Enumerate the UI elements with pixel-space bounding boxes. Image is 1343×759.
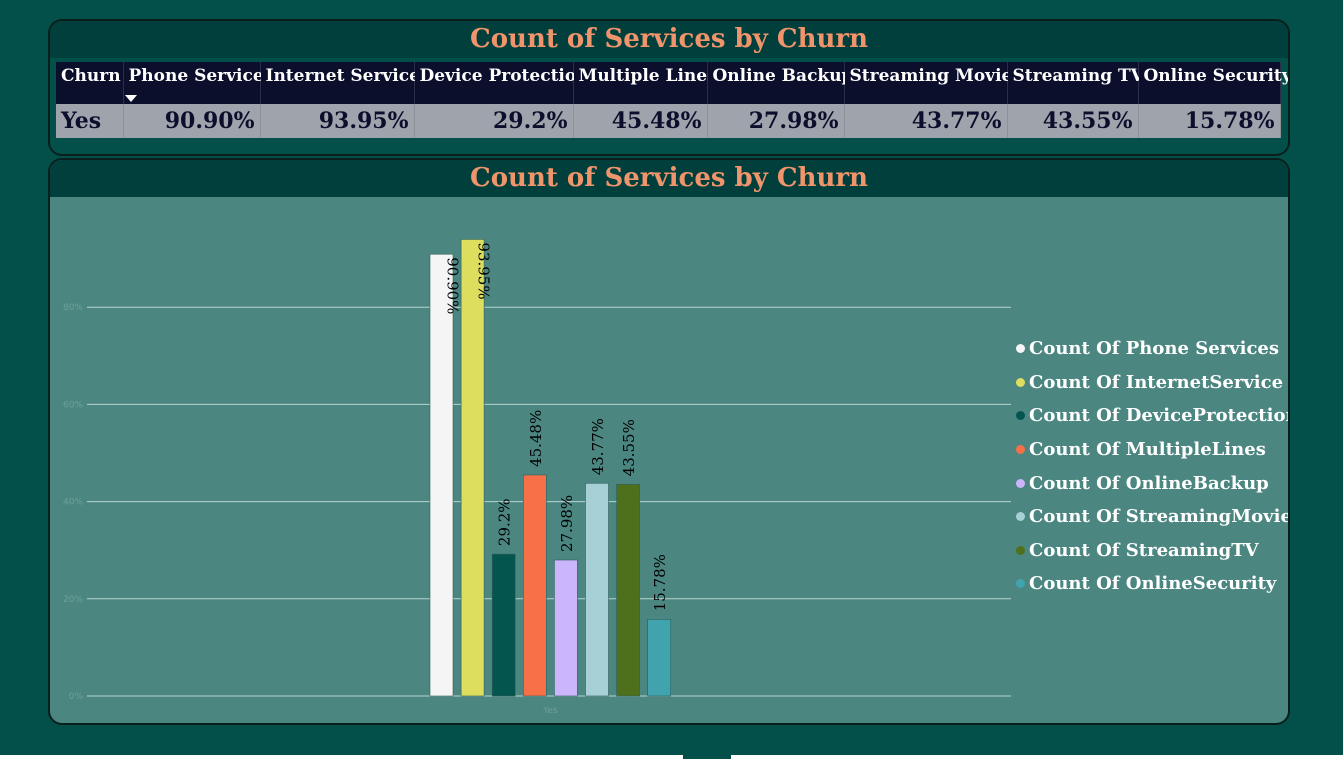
legend-label: Count Of StreamingMovies [1029, 506, 1290, 528]
bar [616, 484, 640, 697]
legend-item[interactable]: Count Of OnlineSecurity [1016, 567, 1286, 601]
sort-down-icon[interactable] [124, 95, 137, 102]
header-label: Phone Services [128, 66, 274, 86]
legend-dot-icon [1016, 377, 1025, 387]
data-label: 29.2% [496, 498, 514, 546]
legend-dot-icon [1016, 411, 1025, 421]
legend-item[interactable]: Count Of Phone Services [1016, 332, 1286, 366]
bar [585, 482, 609, 697]
bar [554, 559, 578, 697]
legend-item[interactable]: Count Of OnlineBackup [1016, 466, 1286, 500]
legend-item[interactable]: Count Of MultipleLines [1016, 433, 1286, 467]
services-bar-chart: 0% 20% 40% 60% 80% 90.90% 93.95% 29.2% 45.48% 27.… [63, 239, 1011, 716]
table-panel-title: Count of Services by Churn [50, 21, 1288, 58]
cell-multiple-lines: 45.48% [573, 104, 708, 138]
sheet-tab-strip[interactable] [0, 755, 1343, 759]
legend-label: Count Of OnlineSecurity [1029, 573, 1277, 595]
services-chart-panel: Count of Services by Churn 0% 20% 40% 60% 80… [48, 158, 1290, 725]
legend-label: Count Of StreamingTV [1029, 539, 1259, 561]
bar [429, 253, 454, 697]
legend-item[interactable]: Count Of DeviceProtection [1016, 399, 1288, 433]
services-table: Churn Phone Services Internet Services D… [56, 62, 1288, 138]
bar [647, 619, 672, 697]
legend-item[interactable]: Count Of InternetService [1016, 366, 1286, 400]
cell-phone-services: 90.90% [123, 104, 261, 138]
cell-internet-services: 93.95% [260, 104, 415, 138]
legend-label: Count Of MultipleLines [1029, 439, 1266, 461]
header-multiple-lines[interactable]: Multiple Lines [573, 62, 717, 104]
cell-online-security: 15.78% [1138, 104, 1281, 138]
legend-label: Count Of OnlineBackup [1029, 472, 1269, 494]
legend-dot-icon [1016, 579, 1025, 589]
y-tick-label: 60% [63, 400, 83, 410]
header-streaming-tv[interactable]: Streaming TV [1007, 62, 1144, 104]
bar [522, 474, 547, 697]
legend-label: Count Of DeviceProtection [1029, 405, 1290, 427]
y-tick-label: 20% [63, 595, 83, 605]
data-label: 15.78% [651, 554, 669, 611]
legend-dot-icon [1016, 445, 1025, 455]
y-tick-label: 40% [63, 498, 83, 508]
data-label: 43.77% [589, 418, 607, 475]
data-label: 90.90% [444, 257, 462, 314]
cell-churn: Yes [56, 104, 124, 138]
bar [460, 239, 485, 697]
legend-item[interactable]: Count Of StreamingMovies [1016, 500, 1288, 534]
header-online-security[interactable]: Online Security [1138, 62, 1288, 104]
cell-streaming-movies: 43.77% [844, 104, 1008, 138]
header-device-protection[interactable]: Device Protection [414, 62, 589, 104]
data-label: 45.48% [527, 410, 545, 467]
data-label: 43.55% [620, 419, 638, 476]
table-header-row: Churn Phone Services Internet Services D… [56, 62, 1288, 104]
bar [491, 553, 516, 697]
services-table-panel: Count of Services by Churn Churn Phone S… [48, 19, 1290, 156]
legend-item[interactable]: Count Of StreamingTV [1016, 534, 1286, 568]
legend-dot-icon [1016, 512, 1025, 522]
y-tick-label: 80% [63, 303, 83, 313]
header-churn[interactable]: Churn [56, 62, 124, 104]
x-category-label: Yes [542, 706, 558, 716]
chart-panel-title: Count of Services by Churn [50, 160, 1288, 197]
legend-dot-icon [1016, 478, 1025, 488]
table-row: Yes 90.90% 93.95% 29.2% 45.48% 27.98% 43… [56, 104, 1281, 138]
legend-label: Count Of Phone Services [1029, 338, 1279, 360]
sheet-tab-active[interactable] [683, 755, 731, 759]
chart-legend: Count Of Phone Services Count Of Internet… [1016, 332, 1288, 601]
cell-online-backup: 27.98% [707, 104, 845, 138]
cell-streaming-tv: 43.55% [1007, 104, 1139, 138]
header-phone-services[interactable]: Phone Services [123, 62, 273, 104]
header-online-backup[interactable]: Online Backup [707, 62, 853, 104]
data-label: 27.98% [558, 495, 576, 552]
legend-dot-icon [1016, 545, 1025, 555]
header-streaming-movies[interactable]: Streaming Movies [844, 62, 1022, 104]
legend-dot-icon [1016, 344, 1025, 354]
data-label: 93.95% [475, 242, 493, 299]
header-internet-services[interactable]: Internet Services [260, 62, 430, 104]
cell-device-protection: 29.2% [414, 104, 574, 138]
y-tick-label: 0% [69, 692, 84, 702]
legend-label: Count Of InternetService [1029, 371, 1284, 393]
